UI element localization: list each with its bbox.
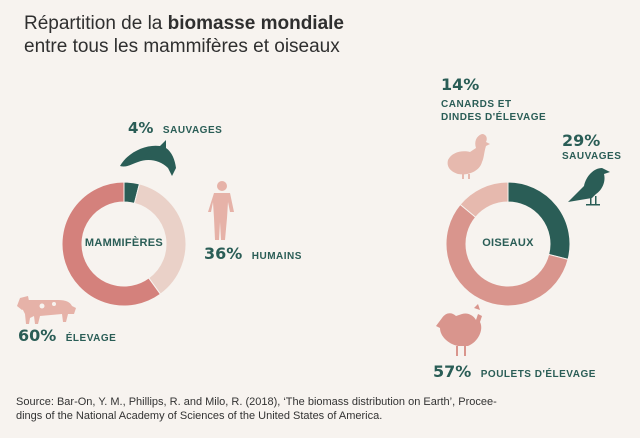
title-line-2: entre tous les mammifères et oiseaux bbox=[24, 36, 340, 57]
source-note: Source: Bar-On, Y. M., Phillips, R. and … bbox=[16, 395, 616, 423]
label-mammals-humans-text: HUMAINS bbox=[252, 251, 302, 262]
title-line-1: Répartition de la biomasse mondiale bbox=[24, 12, 344, 35]
duck-icon bbox=[447, 134, 490, 179]
label-mammals-livestock: 60% ÉLEVAGE bbox=[18, 326, 116, 345]
label-mammals-wild-text: SAUVAGES bbox=[163, 125, 222, 136]
label-birds-chickens: 57% POULETS D'ÉLEVAGE bbox=[433, 362, 596, 381]
cow-icon bbox=[17, 296, 76, 324]
label-birds-ducks-text-1: CANARDS ET bbox=[441, 99, 512, 110]
donut-mammals bbox=[61, 181, 187, 307]
label-birds-ducks-pct: 14% bbox=[441, 75, 479, 94]
title-bold: biomasse mondiale bbox=[167, 13, 344, 34]
label-mammals-livestock-text: ÉLEVAGE bbox=[66, 331, 117, 344]
chart-title: Répartition de la biomasse mondiale entr… bbox=[24, 12, 344, 58]
label-mammals-humans-pct: 36% bbox=[204, 244, 242, 263]
donut-birds-center-label: OISEAUX bbox=[482, 237, 534, 249]
label-mammals-wild: 4% SAUVAGES bbox=[128, 119, 222, 137]
label-mammals-wild-pct: 4% bbox=[128, 119, 153, 137]
dolphin-icon bbox=[120, 140, 176, 176]
label-birds-chickens-text: POULETS D'ÉLEVAGE bbox=[481, 367, 596, 380]
source-line-2: dings of the National Academy of Science… bbox=[16, 410, 383, 422]
label-mammals-humans: 36% HUMAINS bbox=[204, 244, 302, 263]
label-mammals-livestock-pct: 60% bbox=[18, 326, 56, 345]
donut-birds bbox=[445, 181, 571, 307]
title-prefix: Répartition de la bbox=[24, 13, 168, 34]
donut-1-slice-2 bbox=[459, 181, 509, 218]
donut-1-slice-1 bbox=[445, 203, 569, 307]
label-birds-wild-text: SAUVAGES bbox=[562, 151, 621, 162]
donut-mammals-center-label: MAMMIFÈRES bbox=[85, 236, 163, 249]
source-line-1: Source: Bar-On, Y. M., Phillips, R. and … bbox=[16, 396, 497, 408]
bird-icon bbox=[568, 168, 610, 206]
donut-0-slice-2 bbox=[61, 181, 162, 307]
label-birds-ducks-text-2: DINDES D'ÉLEVAGE bbox=[441, 110, 546, 123]
label-birds-wild-pct: 29% bbox=[562, 131, 600, 150]
chicken-icon bbox=[436, 304, 482, 356]
label-birds-chickens-pct: 57% bbox=[433, 362, 471, 381]
human-icon bbox=[208, 181, 234, 240]
